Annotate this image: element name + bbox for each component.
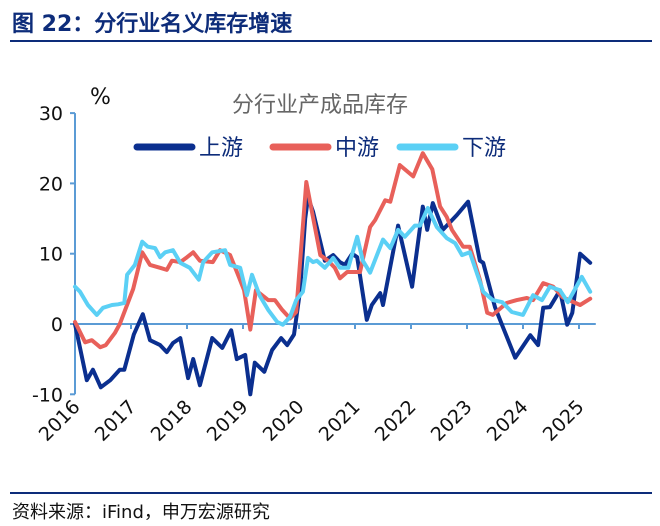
series-line-1 [73,195,593,397]
y-axis-unit: % [90,85,111,110]
series-line-2 [73,151,593,350]
x-tick-label: 2020 [259,396,309,446]
x-tick-label: 2024 [483,396,533,446]
x-tick-label: 2025 [539,396,589,446]
legend-label-1: 上游 [199,136,243,161]
source-note: 资料来源：iFind，申万宏源研究 [12,502,270,523]
y-tick-label: 20 [39,173,63,195]
x-tick-label: 2021 [315,396,365,446]
x-tick-label: 2023 [427,396,477,446]
legend-label-2: 中游 [335,136,379,161]
x-tick-label: 2017 [91,396,141,446]
y-tick-label: -10 [32,384,63,406]
series-line-3 [73,206,593,327]
y-tick-label: 0 [51,314,63,336]
y-tick-label: 30 [39,103,63,125]
footer-divider [10,492,652,494]
header-divider [10,40,652,42]
x-tick-label: 2019 [203,396,253,446]
figure-title: 图 22：分行业名义库存增速 [12,12,293,37]
y-tick-label: 10 [39,244,63,266]
x-tick-label: 2022 [371,396,421,446]
x-tick-label: 2018 [147,396,197,446]
chart-title: 分行业产成品库存 [232,93,408,118]
legend-label-3: 下游 [462,136,506,161]
